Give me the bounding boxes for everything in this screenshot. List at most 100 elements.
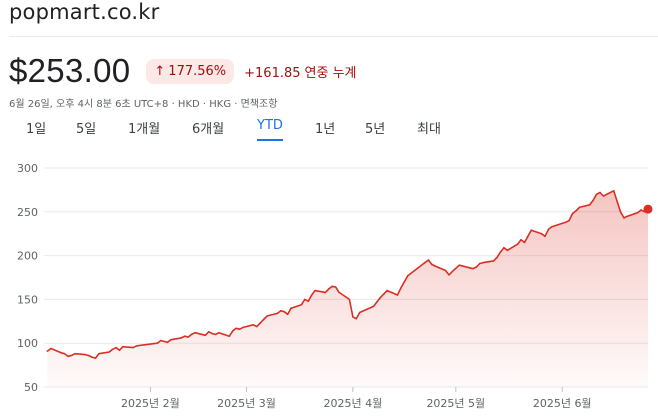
change-percent-badge: ↑ 177.56% (146, 58, 235, 84)
price-point (496, 256, 498, 259)
price-point (623, 217, 625, 219)
price-point (523, 241, 526, 244)
price-point (358, 311, 361, 314)
tab-1m[interactable]: 1개월 (128, 122, 161, 137)
change-value: +161.85 (244, 65, 301, 81)
tab-1y[interactable]: 1년 (315, 122, 336, 137)
price-point (115, 346, 117, 349)
price-point (242, 326, 244, 329)
price-point (547, 228, 550, 231)
price-point (91, 356, 93, 358)
change-summary: +161.85 연중 누계 (244, 62, 356, 81)
price-point (67, 355, 69, 358)
range-tabs: 1일 5일 1개월 6개월 YTD 1년 5년 최대 (0, 118, 658, 146)
price-point (334, 286, 337, 288)
x-tick-label: 2025년 6월 (533, 397, 592, 410)
price-point (499, 251, 502, 253)
price-points (46, 190, 649, 359)
price-point (122, 345, 124, 348)
price-point (588, 204, 591, 206)
price-point (276, 312, 279, 315)
price-point (612, 190, 615, 192)
price-point (111, 348, 114, 351)
price-point (204, 334, 207, 337)
price-point (619, 211, 622, 213)
price-point (386, 289, 389, 292)
price-point (492, 260, 495, 262)
y-tick-label: 100 (17, 337, 38, 350)
price-point (163, 340, 165, 343)
price-point (307, 300, 310, 302)
price-point (424, 261, 426, 264)
price-point (640, 209, 642, 211)
price-point (214, 333, 217, 336)
price-point (283, 310, 286, 313)
price-point (503, 246, 505, 249)
price-point (396, 294, 399, 296)
price-point (444, 269, 447, 272)
price-point (252, 324, 255, 326)
price-point (475, 266, 478, 268)
quote-summary: $253.00 ↑ 177.56% +161.85 연중 누계 (9, 52, 357, 90)
x-tick-label: 2025년 2월 (121, 397, 180, 410)
price-point (407, 274, 409, 277)
price-point (516, 243, 519, 245)
y-tick-label: 250 (17, 206, 38, 219)
price-point (87, 354, 90, 357)
price-point (427, 259, 430, 261)
price-point (482, 261, 485, 264)
price-point (379, 296, 382, 299)
price-point (575, 210, 577, 212)
tab-ytd[interactable]: YTD (257, 118, 283, 141)
price-area (47, 190, 648, 387)
x-tick-label: 2025년 5월 (426, 397, 485, 410)
price-point (592, 199, 594, 202)
price-point (451, 270, 454, 273)
price-point (355, 317, 358, 320)
price-point (170, 338, 172, 341)
y-tick-label: 150 (17, 293, 38, 306)
price-point (544, 235, 546, 238)
tab-5y[interactable]: 5년 (365, 122, 386, 137)
price-point (520, 239, 522, 241)
price-point (472, 267, 474, 270)
price-point (70, 354, 73, 357)
price-point (636, 211, 639, 214)
price-point (286, 313, 289, 316)
tab-max[interactable]: 최대 (417, 122, 441, 137)
x-axis: 2025년 2월 2025년 3월 2025년 4월 2025년 5월 2025년 6월 (121, 387, 592, 410)
y-axis: 50 100 150 200 250 300 (17, 162, 38, 394)
price-point (259, 322, 262, 324)
price-point (132, 346, 134, 349)
site-title: popmart.co.kr (9, 0, 160, 24)
x-tick-label: 2025년 3월 (217, 397, 276, 410)
price-point (372, 305, 375, 308)
price-point (564, 221, 567, 224)
price-point (255, 325, 258, 328)
price-point (383, 293, 385, 295)
tab-5d[interactable]: 5일 (76, 122, 97, 137)
price-point (434, 265, 437, 267)
price-point (310, 294, 313, 296)
price-point (300, 303, 303, 306)
price-point (262, 318, 265, 321)
price-point (530, 229, 533, 231)
price-point (60, 352, 62, 354)
price-point (348, 298, 351, 301)
price-point (94, 357, 97, 359)
price-point (218, 331, 220, 334)
price-point (626, 215, 629, 217)
price-point (568, 219, 570, 222)
current-price: $253.00 (9, 52, 131, 89)
header-divider (9, 36, 658, 37)
price-point (280, 310, 282, 312)
price-point (46, 350, 49, 352)
tab-1d[interactable]: 1일 (26, 122, 47, 137)
price-point (602, 195, 605, 197)
x-tick-label: 2025년 4월 (323, 397, 382, 410)
price-point (238, 328, 241, 330)
price-point (400, 287, 402, 289)
price-point (578, 206, 581, 209)
tab-6m[interactable]: 6개월 (192, 122, 225, 137)
